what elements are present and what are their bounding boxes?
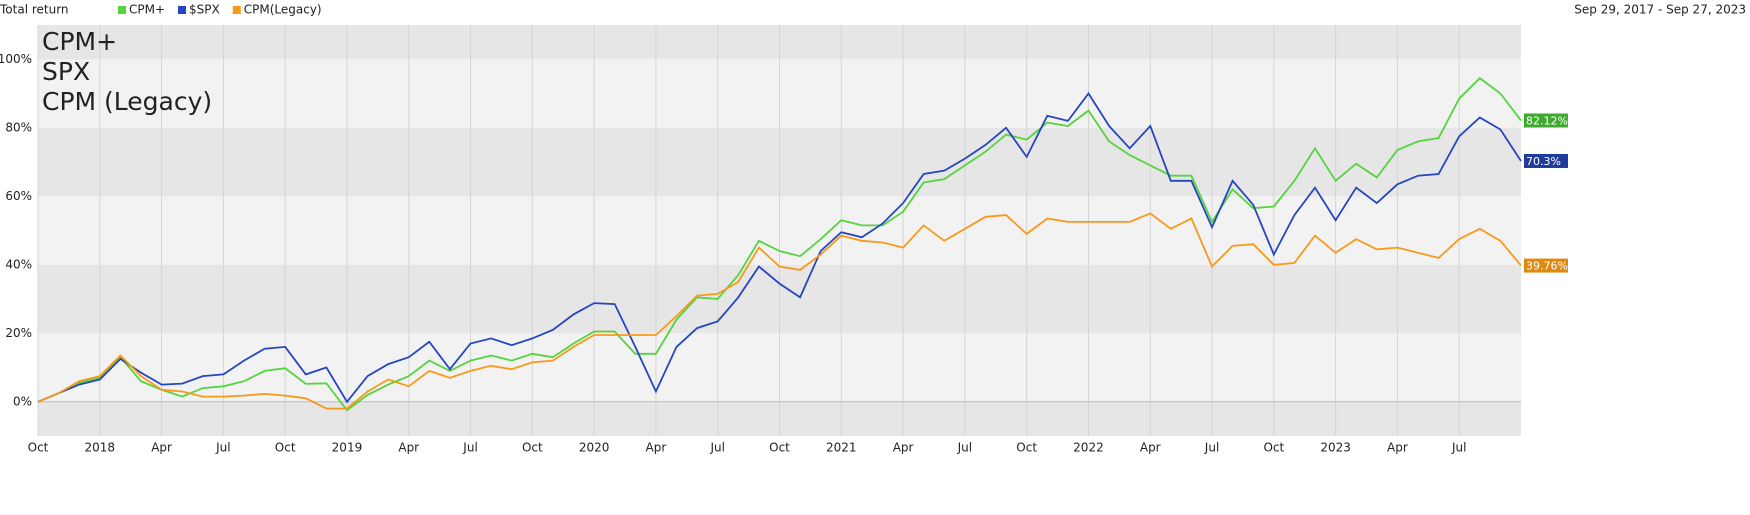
legend-label: CPM(Legacy): [244, 3, 322, 17]
x-tick-label: Jul: [1204, 441, 1219, 455]
series-line: [37, 91, 1522, 404]
x-tick-label: Jul: [1451, 441, 1466, 455]
annotation: SPX: [42, 57, 90, 86]
end-label-box: [1524, 113, 1568, 128]
x-tick-label: Jul: [709, 441, 724, 455]
series-line: [37, 76, 1522, 412]
y-tick-label: 100%: [0, 52, 32, 66]
x-tick-label: Apr: [893, 441, 914, 455]
end-label: 82.12%: [1526, 114, 1568, 127]
x-tick-label: Oct: [28, 441, 49, 455]
x-tick-label: 2018: [85, 441, 116, 455]
x-tick-label: 2020: [579, 441, 610, 455]
end-label-box: [1524, 258, 1568, 273]
x-tick-label: Jul: [957, 441, 972, 455]
legend-swatch: [178, 6, 187, 14]
x-tick-label: Apr: [1140, 441, 1161, 455]
x-tick-label: Oct: [1263, 441, 1284, 455]
x-tick-label: Oct: [522, 441, 543, 455]
chart-title: Total return: [0, 3, 69, 17]
legend-swatch: [118, 6, 126, 14]
x-tick-label: Apr: [151, 441, 172, 455]
annotation: CPM (Legacy): [42, 87, 212, 116]
end-label-box: [1524, 153, 1568, 168]
x-tick-label: 2023: [1320, 441, 1351, 455]
end-label: 39.76%: [1526, 260, 1568, 273]
x-tick-label: Jul: [462, 441, 477, 455]
x-tick-label: Jul: [215, 441, 230, 455]
y-tick-label: 0%: [13, 394, 32, 408]
legend-label: $SPX: [189, 3, 220, 17]
y-tick-label: 20%: [5, 326, 32, 340]
x-tick-label: Apr: [398, 441, 419, 455]
x-tick-label: Apr: [646, 441, 667, 455]
date-range: Sep 29, 2017 - Sep 27, 2023: [1574, 3, 1746, 17]
x-tick-label: Oct: [769, 441, 790, 455]
y-tick-label: 80%: [5, 120, 32, 134]
y-tick-label: 60%: [5, 189, 32, 203]
x-tick-label: Apr: [1387, 441, 1408, 455]
x-tick-label: 2022: [1073, 441, 1104, 455]
x-tick-label: Oct: [275, 441, 296, 455]
y-tick-label: 40%: [5, 257, 32, 271]
x-tick-label: Oct: [1016, 441, 1037, 455]
legend-label: CPM+: [129, 3, 165, 17]
legend-swatch: [232, 6, 241, 14]
x-tick-label: 2019: [332, 441, 363, 455]
series-line: [37, 212, 1522, 410]
annotation: CPM+: [42, 27, 117, 56]
x-tick-label: 2021: [826, 441, 857, 455]
end-label: 70.3%: [1526, 155, 1561, 168]
